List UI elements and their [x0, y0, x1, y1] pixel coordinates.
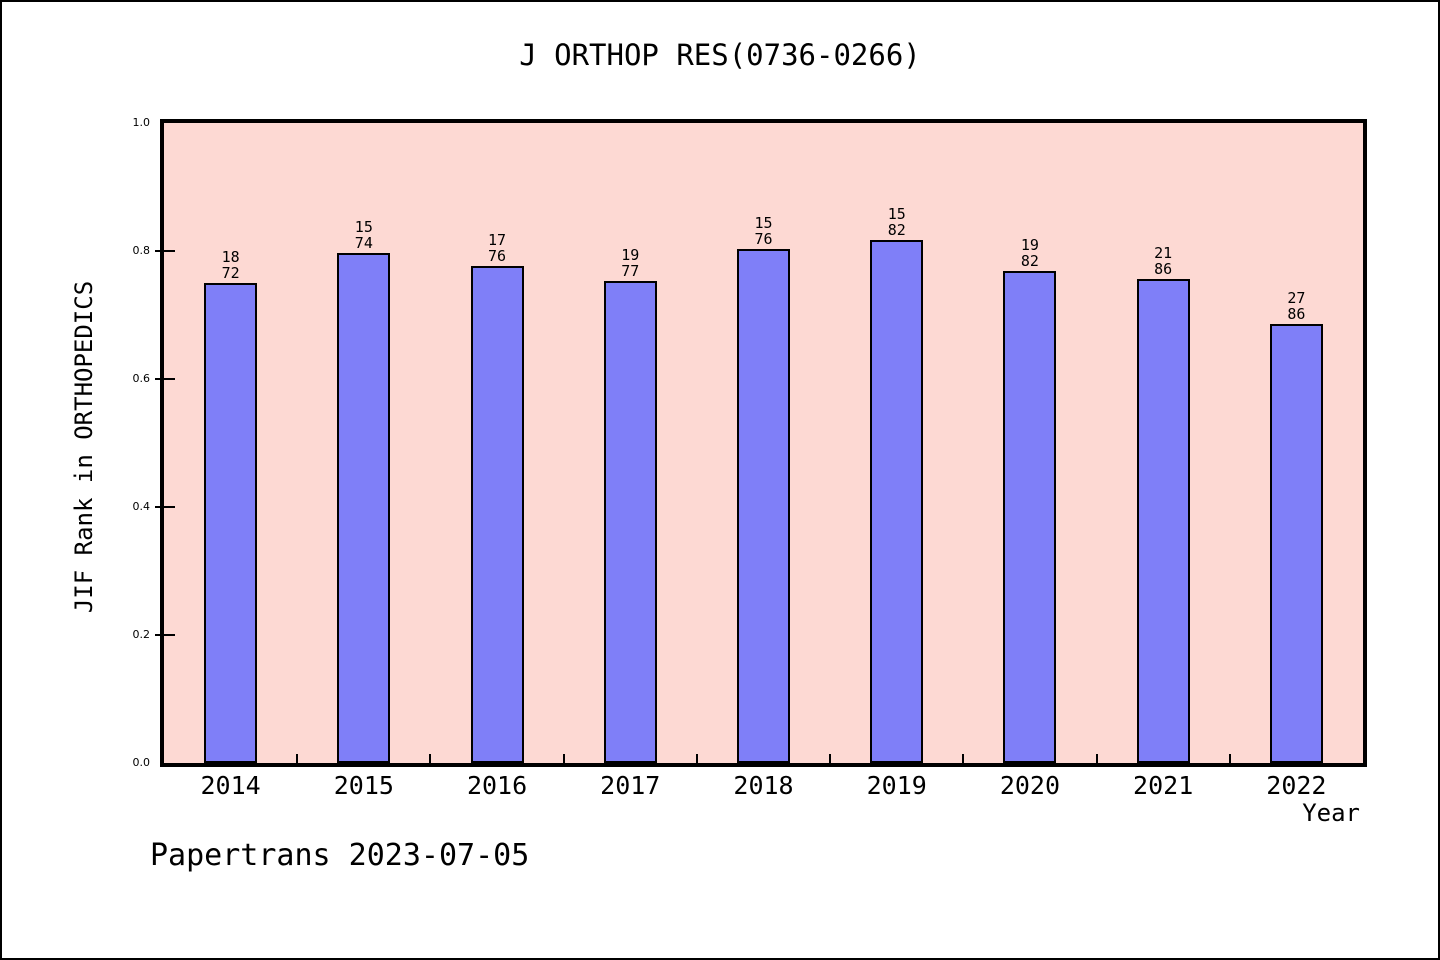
bar-rank-value: 15	[887, 205, 906, 224]
bar-value-label: 27 86	[1251, 290, 1341, 322]
chart-title: J ORTHOP RES(0736-0266)	[519, 38, 921, 72]
x-tick-label: 2016	[466, 771, 528, 800]
bar-value-label: 21 86	[1118, 245, 1208, 277]
y-tick-mark	[155, 634, 175, 636]
bar-total-value: 77	[621, 262, 640, 281]
bar-value-label: 15 76	[719, 215, 809, 247]
bar	[470, 266, 524, 763]
y-tick-mark	[155, 378, 175, 380]
bar-total-value: 76	[754, 230, 773, 249]
x-tick-label: 2020	[999, 771, 1061, 800]
x-minor-tick	[962, 754, 965, 763]
bar-rank-value: 18	[221, 248, 240, 266]
bar	[737, 249, 790, 763]
y-tick-label: 0.4	[132, 500, 151, 513]
bar-total-value: 76	[488, 247, 507, 266]
y-tick-mark	[155, 250, 175, 252]
x-axis-label: Year	[1302, 799, 1360, 827]
y-axis-label: JIF Rank in ORTHOPEDICS	[70, 280, 98, 614]
x-minor-tick	[829, 754, 832, 763]
bar-rank-value: 27	[1287, 288, 1306, 307]
y-tick-label: 0.2	[132, 628, 151, 641]
x-tick-label: 2021	[1133, 771, 1194, 800]
bar-total-value: 86	[1154, 260, 1173, 279]
y-tick-label: 1.0	[132, 116, 151, 129]
x-tick-label: 2015	[333, 771, 394, 800]
bar-rank-value: 15	[354, 217, 373, 236]
bar-total-value: 74	[354, 233, 373, 252]
x-tick-label: 2019	[866, 771, 927, 800]
x-tick-label: 2022	[1266, 771, 1327, 800]
bar-rank-value: 15	[754, 214, 773, 233]
bar-rank-value: 21	[1154, 244, 1173, 263]
bar-total-value: 86	[1287, 304, 1306, 323]
x-minor-tick	[296, 754, 299, 763]
y-tick-label: 0.6	[132, 372, 151, 385]
bar-value-label: 17 76	[452, 232, 542, 264]
bar	[1003, 271, 1057, 763]
bar-total-value: 72	[221, 264, 240, 282]
y-tick-label: 0.0	[132, 756, 151, 769]
x-tick-label: 2018	[733, 771, 794, 800]
bar-rank-value: 19	[621, 246, 640, 265]
bar-total-value: 82	[1020, 252, 1039, 271]
bar-rank-value: 17	[488, 231, 507, 250]
bar-value-label: 18 72	[186, 249, 276, 281]
bar-total-value: 82	[887, 221, 906, 240]
bar	[204, 283, 258, 763]
bar	[337, 252, 391, 763]
y-tick-mark	[155, 506, 175, 508]
x-minor-tick	[1095, 754, 1098, 763]
bar-value-label: 19 82	[985, 237, 1075, 269]
bar	[1269, 323, 1323, 763]
plot-area: 18 72 15 74 17 76 19 77 15 76 15 82 19 82 21 86 27 86	[160, 119, 1367, 767]
y-tick-label: 0.8	[132, 244, 151, 257]
bar	[1136, 279, 1190, 763]
x-tick-label: 2014	[200, 771, 261, 800]
x-minor-tick	[695, 754, 698, 763]
x-tick-label: 2017	[600, 771, 661, 800]
bar-rank-value: 19	[1020, 236, 1039, 255]
x-minor-tick	[1228, 754, 1231, 763]
bar-value-label: 19 77	[585, 247, 675, 279]
bar-value-label: 15 82	[852, 206, 942, 238]
bar-value-label: 15 74	[319, 219, 409, 251]
x-minor-tick	[562, 754, 565, 763]
bar	[603, 281, 657, 763]
bar	[870, 240, 924, 763]
x-minor-tick	[429, 754, 432, 763]
watermark-text: Papertrans 2023-07-05	[150, 838, 530, 873]
